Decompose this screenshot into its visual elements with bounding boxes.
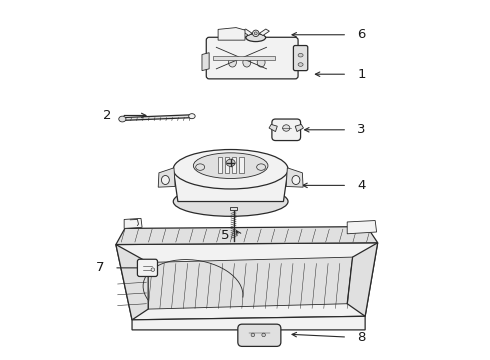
Ellipse shape (119, 116, 126, 122)
FancyBboxPatch shape (238, 324, 281, 346)
Polygon shape (286, 168, 303, 187)
Text: 6: 6 (357, 28, 366, 41)
Ellipse shape (246, 34, 266, 41)
Polygon shape (132, 316, 365, 330)
Ellipse shape (243, 58, 251, 67)
Polygon shape (295, 125, 303, 132)
Text: 1: 1 (357, 68, 366, 81)
Polygon shape (259, 29, 270, 36)
Ellipse shape (194, 153, 268, 179)
Text: 4: 4 (357, 179, 366, 192)
Polygon shape (116, 244, 148, 320)
Ellipse shape (262, 333, 266, 337)
FancyBboxPatch shape (137, 259, 157, 276)
Polygon shape (116, 243, 378, 320)
Polygon shape (347, 243, 378, 316)
Ellipse shape (254, 32, 257, 35)
Bar (225, 157, 229, 173)
Polygon shape (218, 28, 245, 40)
Ellipse shape (173, 187, 288, 216)
Ellipse shape (151, 268, 155, 271)
Text: 7: 7 (96, 261, 104, 274)
Bar (218, 157, 222, 173)
Ellipse shape (292, 176, 300, 184)
Bar (232, 157, 236, 173)
Bar (239, 157, 244, 173)
Bar (230, 207, 237, 211)
Text: 2: 2 (103, 109, 111, 122)
Ellipse shape (257, 164, 266, 170)
Polygon shape (347, 221, 377, 234)
Ellipse shape (257, 58, 265, 67)
Ellipse shape (252, 30, 259, 37)
Ellipse shape (161, 176, 170, 184)
Polygon shape (122, 115, 193, 121)
Text: 3: 3 (357, 123, 366, 136)
Polygon shape (116, 226, 378, 244)
Ellipse shape (251, 333, 255, 337)
Text: 5: 5 (221, 229, 229, 242)
Ellipse shape (298, 53, 303, 57)
Polygon shape (147, 257, 353, 309)
Ellipse shape (189, 114, 195, 119)
Ellipse shape (298, 63, 303, 66)
FancyBboxPatch shape (272, 119, 300, 140)
Polygon shape (173, 169, 288, 202)
FancyBboxPatch shape (206, 37, 298, 79)
Ellipse shape (173, 149, 288, 189)
FancyBboxPatch shape (294, 45, 308, 71)
Ellipse shape (196, 164, 205, 170)
Polygon shape (124, 219, 142, 228)
Bar (213, 55, 275, 60)
Polygon shape (158, 168, 175, 187)
Polygon shape (242, 29, 252, 36)
Text: 8: 8 (357, 330, 366, 343)
Polygon shape (202, 53, 209, 71)
Ellipse shape (283, 125, 290, 131)
Ellipse shape (226, 159, 235, 166)
Ellipse shape (228, 58, 236, 67)
Polygon shape (269, 125, 277, 132)
